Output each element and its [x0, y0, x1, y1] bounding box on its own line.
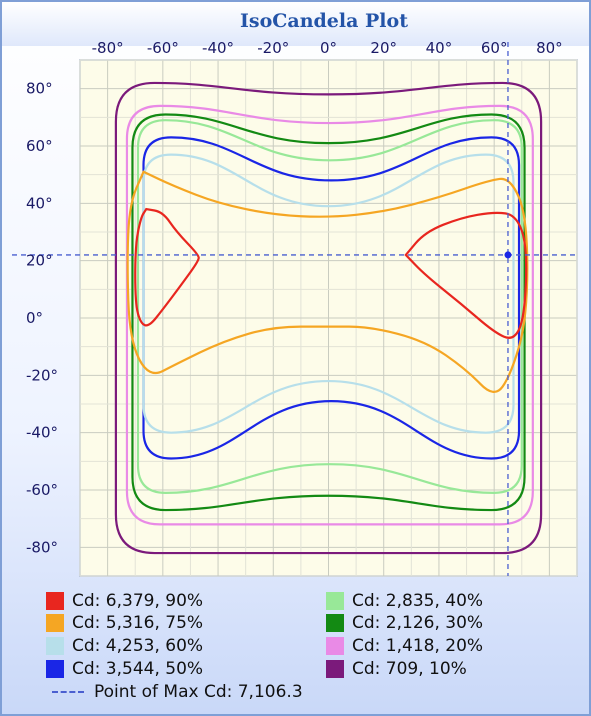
max-line-swatch — [52, 691, 84, 693]
legend-swatch — [46, 592, 64, 610]
y-tick-label: -40° — [26, 424, 58, 442]
legend-item-max: Point of Max Cd: 7,106.3 — [50, 681, 303, 703]
x-tick-label: 0° — [320, 39, 337, 57]
contour-20 — [125, 104, 534, 526]
y-tick-label: 0° — [26, 309, 43, 327]
y-tick-label: -80° — [26, 538, 58, 556]
header-band — [2, 2, 589, 46]
legend-swatch — [326, 660, 344, 678]
chart-title: IsoCandela Plot — [240, 10, 408, 32]
legend-item-40: Cd: 2,835, 40% — [326, 590, 483, 612]
legend-label: Cd: 6,379, 90% — [72, 591, 204, 611]
legend-label: Point of Max Cd: 7,106.3 — [94, 682, 303, 702]
contour-10 — [114, 81, 543, 555]
y-tick-label: -20° — [26, 366, 58, 384]
x-tick-label: -80° — [92, 39, 124, 57]
contour-40 — [136, 119, 523, 494]
y-tick-label: 60° — [26, 137, 53, 155]
x-tick-label: 80° — [536, 39, 563, 57]
legend-item-75: Cd: 5,316, 75% — [46, 612, 203, 634]
legend-item-90: Cd: 6,379, 90% — [46, 590, 203, 612]
x-tick-label: -60° — [147, 39, 179, 57]
x-tick-label: -40° — [202, 39, 234, 57]
contour-50 — [142, 136, 521, 460]
y-tick-label: 80° — [26, 80, 53, 98]
max-point-marker — [504, 251, 512, 259]
legend-label: Cd: 5,316, 75% — [72, 613, 204, 633]
x-tick-label: -20° — [257, 39, 289, 57]
legend-swatch — [46, 637, 64, 655]
legend-label: Cd: 3,544, 50% — [72, 659, 204, 679]
legend-label: Cd: 2,126, 30% — [352, 613, 484, 633]
legend-label: Cd: 2,835, 40% — [352, 591, 484, 611]
x-tick-label: 40° — [426, 39, 453, 57]
legend-item-20: Cd: 1,418, 20% — [326, 635, 483, 657]
contour-30 — [131, 113, 526, 512]
contour-60 — [142, 153, 515, 434]
x-tick-label: 60° — [481, 39, 508, 57]
legend-item-60: Cd: 4,253, 60% — [46, 635, 203, 657]
legend-swatch — [46, 660, 64, 678]
y-tick-label: -60° — [26, 481, 58, 499]
legend-swatch — [46, 614, 64, 632]
legend-swatch — [326, 637, 344, 655]
legend-item-50: Cd: 3,544, 50% — [46, 658, 203, 680]
grid — [79, 59, 578, 577]
contour-75 — [126, 170, 529, 393]
legend-label: Cd: 1,418, 20% — [352, 636, 484, 656]
legend-label: Cd: 709, 10% — [352, 659, 467, 679]
axes: -80° -60° -40° -20° 0° 20° 40° 60° 80° 80° 60° 40° 2… — [26, 39, 563, 556]
legend-item-30: Cd: 2,126, 30% — [326, 612, 483, 634]
legend-swatch — [326, 614, 344, 632]
x-tick-label: 20° — [370, 39, 397, 57]
legend-swatch — [326, 592, 344, 610]
y-tick-label: 20° — [26, 252, 53, 270]
y-tick-label: 40° — [26, 194, 53, 212]
legend-item-10: Cd: 709, 10% — [326, 658, 467, 680]
contours — [114, 81, 543, 555]
contour-90-left — [134, 207, 200, 327]
max-markers — [12, 42, 577, 576]
legend-label: Cd: 4,253, 60% — [72, 636, 204, 656]
